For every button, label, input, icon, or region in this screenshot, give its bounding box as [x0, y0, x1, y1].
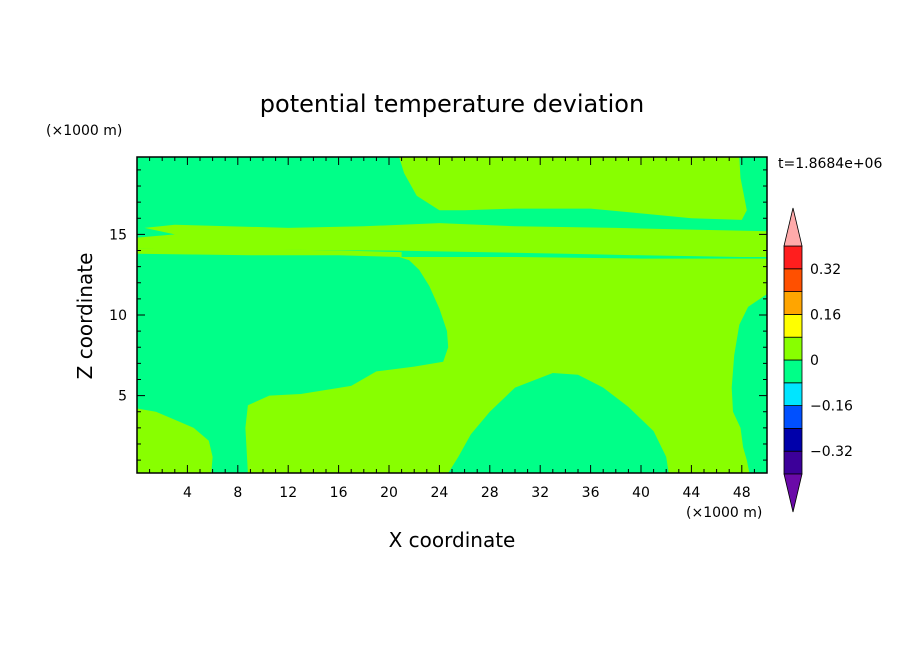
colorbar-under-triangle [783, 473, 803, 513]
contour-field [137, 157, 767, 473]
colorbar-segment [783, 427, 803, 452]
x-tick-label: 28 [481, 485, 499, 501]
x-tick-label: 36 [582, 485, 600, 501]
colorbar-segment [783, 245, 803, 270]
colorbar-label: 0.16 [810, 307, 841, 323]
colorbar-segment [783, 313, 803, 338]
x-tick-label: 44 [682, 485, 700, 501]
colorbar-segment [783, 382, 803, 406]
y-tick-label: 5 [118, 389, 127, 405]
x-tick-label: 8 [233, 485, 242, 501]
field-region-1 [137, 223, 767, 257]
colorbar: 0.32 0.16 0 −0.16 −0.32 [783, 207, 853, 513]
y-tick-label: 10 [109, 308, 127, 324]
field-region-4 [137, 248, 402, 257]
y-axis-label: Z coordinate [73, 253, 97, 380]
x-axis-ticks: 4 8 12 16 20 24 28 32 36 40 44 48 [149, 157, 768, 501]
x-tick-label: 40 [632, 485, 650, 501]
field-region-2 [245, 257, 767, 473]
colorbar-label: 0.32 [810, 262, 841, 278]
field-region-3 [137, 408, 213, 473]
colorbar-segment [783, 359, 803, 384]
x-tick-label: 48 [733, 485, 751, 501]
y-axis-ticks: 5 10 15 [109, 169, 767, 461]
x-axis-label: X coordinate [389, 528, 516, 552]
colorbar-label: −0.32 [810, 444, 853, 460]
x-tick-label: 4 [183, 485, 192, 501]
y-tick-label: 15 [109, 227, 127, 243]
time-label: t=1.8684e+06 [778, 156, 882, 172]
x-tick-label: 20 [380, 485, 398, 501]
colorbar-over-triangle [783, 207, 803, 247]
x-tick-label: 24 [430, 485, 448, 501]
colorbar-segment [783, 268, 803, 292]
chart-title: potential temperature deviation [260, 90, 644, 118]
colorbar-segment [783, 405, 803, 429]
colorbar-label: 0 [810, 353, 819, 369]
x-tick-label: 16 [330, 485, 348, 501]
colorbar-segment [783, 336, 803, 361]
colorbar-segment [783, 450, 803, 475]
x-tick-label: 12 [279, 485, 297, 501]
colorbar-segment [783, 291, 803, 315]
x-axis-unit: (×1000 m) [686, 505, 762, 521]
y-axis-unit: (×1000 m) [46, 123, 122, 139]
x-tick-label: 32 [531, 485, 549, 501]
colorbar-label: −0.16 [810, 399, 853, 415]
field-region-0 [399, 157, 747, 220]
